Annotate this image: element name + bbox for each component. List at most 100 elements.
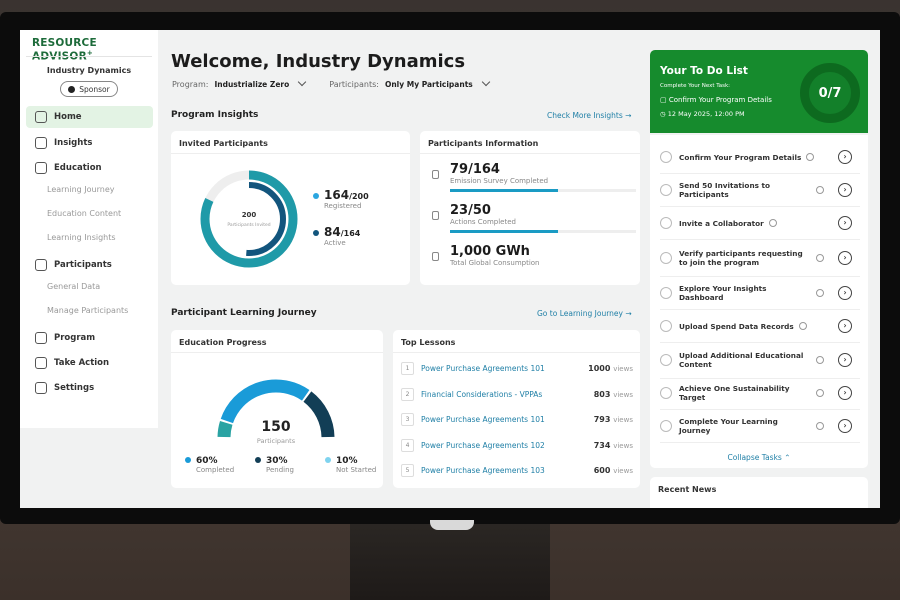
task-checkbox[interactable] [660, 184, 672, 196]
lesson-row[interactable]: 2 Financial Considerations - VPPAs 803 vie… [401, 387, 633, 401]
task-icon: ▢ [660, 96, 669, 104]
collapse-tasks-button[interactable]: Collapse Tasks ⌃ [650, 453, 868, 462]
check-more-insights-link[interactable]: Check More Insights → [547, 111, 631, 120]
lesson-title-link[interactable]: Power Purchase Agreements 103 [421, 466, 545, 475]
chevron-right-circle-icon[interactable]: › [838, 286, 852, 300]
lesson-title-link[interactable]: Financial Considerations - VPPAs [421, 389, 543, 399]
todo-task[interactable]: Upload Spend Data Records › [660, 310, 860, 343]
todo-task[interactable]: Upload Additional Educational Content › [660, 342, 860, 379]
book-icon [35, 162, 47, 174]
help-icon[interactable] [816, 422, 824, 430]
active-stat: 84/164 Active [313, 225, 360, 247]
lesson-rank: 2 [401, 387, 414, 401]
card-title: Participants Information [420, 131, 640, 154]
filters: Program: Industrialize Zero Participants… [172, 77, 507, 89]
chevron-down-icon[interactable] [298, 77, 307, 87]
participants-select[interactable]: Only My Participants [384, 80, 473, 89]
sidebar-item-education[interactable]: Education [26, 157, 153, 179]
logo[interactable]: RESOURCE ADVISOR+ [32, 37, 158, 63]
sidebar-item-label: Take Action [54, 358, 110, 368]
sidebar-item-label: Insights [54, 138, 93, 148]
sidebar-subitem[interactable]: Learning Insights [47, 233, 116, 242]
lesson-row[interactable]: 4 Power Purchase Agreements 102 734 views [401, 438, 633, 452]
link-text: Go to Learning Journey [537, 309, 623, 318]
invited-participants-card: Invited Participants 200 Participants In… [171, 131, 410, 285]
help-icon[interactable] [816, 186, 824, 194]
task-checkbox[interactable] [660, 287, 672, 299]
help-icon[interactable] [816, 254, 824, 262]
chevron-up-icon: ⌃ [784, 453, 791, 462]
active-dot [313, 230, 319, 236]
help-icon[interactable] [816, 356, 824, 364]
chevron-down-icon[interactable] [481, 77, 490, 87]
chevron-right-circle-icon[interactable]: › [838, 251, 852, 265]
sidebar-item-home[interactable]: Home [26, 106, 153, 128]
chevron-right-circle-icon[interactable]: › [838, 216, 852, 230]
lesson-row[interactable]: 3 Power Purchase Agreements 101 793 views [401, 413, 633, 426]
lesson-title-link[interactable]: Power Purchase Agreements 101 [421, 364, 545, 373]
todo-list: Confirm Your Program Details › Send 50 Inv… [650, 135, 868, 468]
todo-task[interactable]: Explore Your Insights Dashboard › [660, 277, 860, 310]
registered-arc [200, 170, 298, 268]
card-title: Invited Participants [171, 131, 410, 154]
program-insights-heading: Program Insights [171, 110, 259, 120]
org-name: Industry Dynamics [46, 66, 132, 75]
sidebar-item-program[interactable]: Program [26, 327, 153, 349]
info-value: 1,000 GWh [450, 244, 530, 259]
sidebar-subitem[interactable]: Manage Participants [47, 306, 129, 315]
help-icon[interactable] [768, 219, 777, 227]
active-value: 84 [324, 225, 341, 239]
help-icon[interactable] [806, 153, 815, 161]
go-to-learning-journey-link[interactable]: Go to Learning Journey → [537, 309, 632, 318]
sidebar-item-settings[interactable]: Settings [26, 377, 153, 399]
legend-item: 10% Not Started [325, 456, 376, 474]
program-select[interactable]: Industrialize Zero [214, 80, 290, 89]
monitor-knob [430, 520, 474, 530]
todo-task[interactable]: Verify participants requesting to join t… [660, 240, 860, 277]
chevron-right-circle-icon[interactable]: › [838, 150, 852, 164]
sidebar-item-participants[interactable]: Participants [26, 254, 153, 276]
todo-task[interactable]: Achieve One Sustainability Target › [660, 377, 860, 410]
lesson-title-link[interactable]: Power Purchase Agreements 102 [421, 440, 545, 450]
link-text: Check More Insights [547, 111, 623, 120]
lesson-title-link[interactable]: Power Purchase Agreements 101 [421, 415, 545, 424]
task-checkbox[interactable] [660, 217, 672, 229]
task-checkbox[interactable] [660, 252, 672, 264]
todo-task[interactable]: Send 50 Invitations to Participants › [660, 174, 860, 207]
next-task[interactable]: ▢ Confirm Your Program Details [660, 96, 772, 104]
task-checkbox[interactable] [660, 151, 672, 163]
gauge-pending [303, 391, 335, 438]
legend-item: 60% Completed [185, 456, 234, 474]
chevron-right-circle-icon[interactable]: › [838, 386, 852, 400]
todo-task[interactable]: Invite a Collaborator › [660, 207, 860, 240]
help-icon[interactable] [816, 289, 824, 297]
legend-label: Pending [266, 466, 294, 474]
chevron-right-circle-icon[interactable]: › [838, 319, 852, 333]
info-label: Emission Survey Completed [450, 177, 549, 185]
help-icon[interactable] [816, 389, 824, 397]
task-checkbox[interactable] [660, 320, 672, 332]
task-checkbox[interactable] [660, 354, 672, 366]
sidebar-item-label: Education [54, 163, 102, 173]
legend-item: 30% Pending [255, 456, 294, 474]
sidebar-item-insights[interactable]: Insights [26, 132, 153, 154]
learning-journey-heading: Participant Learning Journey [171, 308, 317, 318]
todo-task[interactable]: Complete Your Learning Journey › [660, 410, 860, 443]
sidebar-item-take-action[interactable]: Take Action [26, 352, 153, 374]
chevron-right-circle-icon[interactable]: › [838, 183, 852, 197]
info-text: 79/164 Emission Survey Completed [450, 162, 636, 192]
lesson-row[interactable]: 5 Power Purchase Agreements 103 600 views [401, 464, 633, 477]
chevron-right-circle-icon[interactable]: › [838, 419, 852, 433]
puzzle-icon [35, 357, 47, 369]
help-icon[interactable] [798, 322, 807, 330]
task-checkbox[interactable] [660, 387, 672, 399]
chevron-right-circle-icon[interactable]: › [838, 353, 852, 367]
sidebar-subitem[interactable]: General Data [47, 282, 101, 291]
sidebar-subitem[interactable]: Learning Journey [47, 185, 115, 194]
lesson-row[interactable]: 1 Power Purchase Agreements 101 1000 views [401, 362, 633, 375]
task-checkbox[interactable] [660, 420, 672, 432]
home-icon [432, 211, 439, 220]
todo-task[interactable]: Confirm Your Program Details › [660, 141, 860, 174]
recent-news-title: Recent News [658, 485, 717, 494]
sidebar-subitem[interactable]: Education Content [47, 209, 122, 218]
